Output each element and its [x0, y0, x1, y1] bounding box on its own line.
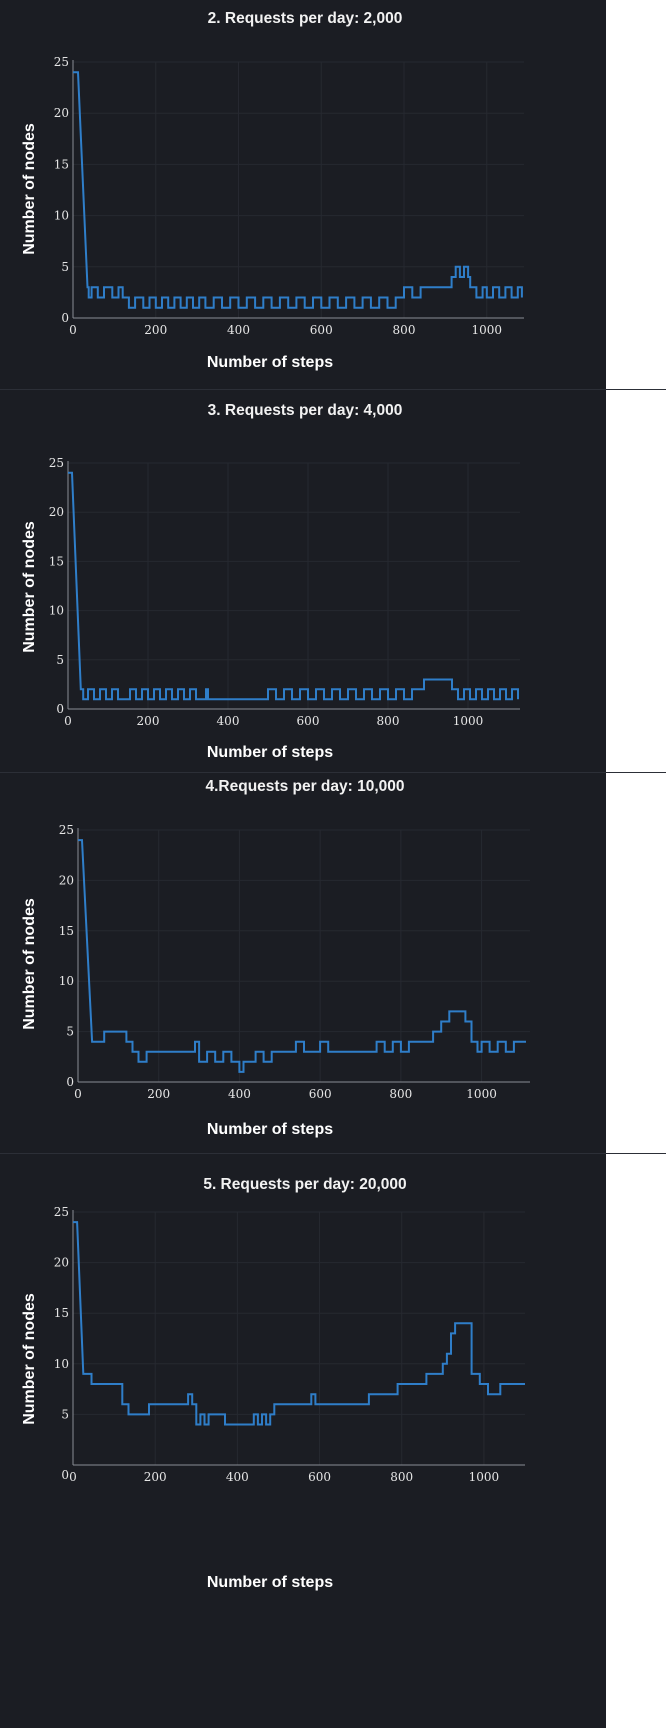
x-tick-label: 600 — [308, 1470, 331, 1484]
x-tick-label: 200 — [147, 1087, 170, 1101]
x-tick-label: 400 — [217, 714, 240, 728]
y-tick-label: 0 — [61, 1468, 69, 1482]
y-tick-label: 15 — [59, 924, 74, 938]
y-tick-label: 10 — [54, 1357, 69, 1371]
y-tick-label: 20 — [59, 873, 74, 887]
x-tick-label: 600 — [309, 1087, 332, 1101]
panel-divider — [0, 389, 666, 390]
y-tick-label: 20 — [54, 1256, 69, 1270]
series-line — [73, 71, 523, 309]
panel-divider — [0, 1153, 666, 1154]
x-tick-label: 800 — [377, 714, 400, 728]
x-axis-label: Number of steps — [206, 744, 334, 761]
y-tick-label: 25 — [49, 456, 64, 470]
chart-title: 5. Requests per day: 20,000 — [203, 1176, 407, 1193]
x-tick-label: 1000 — [469, 1470, 500, 1484]
chart-title: 3. Requests per day: 4,000 — [207, 402, 403, 419]
page-margin — [606, 0, 666, 1728]
series-line — [78, 839, 526, 1073]
y-tick-label: 15 — [49, 554, 64, 568]
x-tick-label: 200 — [144, 323, 167, 337]
panel-divider — [0, 772, 666, 773]
x-tick-label: 0 — [69, 323, 77, 337]
y-tick-label: 0 — [61, 311, 69, 325]
x-tick-label: 400 — [226, 1470, 249, 1484]
y-tick-label: 10 — [59, 974, 74, 988]
y-tick-label: 5 — [56, 653, 64, 667]
x-tick-label: 600 — [297, 714, 320, 728]
x-tick-label: 800 — [389, 1087, 412, 1101]
chart-title: 4.Requests per day: 10,000 — [205, 778, 405, 795]
x-tick-label: 0 — [69, 1470, 77, 1484]
line-chart-3: 0 200 400 600 800 1000 0 5 10 15 20 25 — [59, 823, 530, 1101]
line-chart-2: 0 200 400 600 800 1000 0 5 10 15 20 25 — [49, 456, 520, 728]
y-tick-label: 5 — [61, 260, 69, 274]
x-axis-label: Number of steps — [206, 1574, 334, 1591]
x-tick-label: 200 — [144, 1470, 167, 1484]
x-tick-label: 600 — [310, 323, 333, 337]
y-tick-label: 15 — [54, 1306, 69, 1320]
line-chart-1: 0 200 400 600 800 1000 0 5 10 15 20 25 — [54, 55, 524, 337]
x-tick-label: 0 — [74, 1087, 82, 1101]
y-tick-label: 10 — [49, 604, 64, 618]
x-tick-label: 1000 — [471, 323, 502, 337]
y-tick-label: 15 — [54, 157, 69, 171]
y-tick-label: 10 — [54, 209, 69, 223]
y-tick-label: 0 — [66, 1075, 74, 1089]
y-tick-label: 20 — [54, 106, 69, 120]
y-tick-label: 25 — [54, 55, 69, 69]
x-tick-label: 200 — [137, 714, 160, 728]
x-tick-label: 1000 — [453, 714, 484, 728]
chart-title: 2. Requests per day: 2,000 — [207, 10, 403, 27]
x-tick-label: 1000 — [466, 1087, 497, 1101]
x-tick-label: 400 — [227, 323, 250, 337]
y-tick-label: 25 — [59, 823, 74, 837]
line-chart-4: 0 200 400 600 800 1000 0 5 10 15 20 25 — [54, 1205, 525, 1484]
y-tick-label: 25 — [54, 1205, 69, 1219]
series-line — [68, 471, 519, 701]
x-tick-label: 400 — [228, 1087, 251, 1101]
y-tick-label: 0 — [56, 702, 64, 716]
x-tick-label: 800 — [390, 1470, 413, 1484]
series-line — [73, 1221, 525, 1426]
y-tick-label: 20 — [49, 505, 64, 519]
x-tick-label: 800 — [393, 323, 416, 337]
x-axis-label: Number of steps — [206, 1121, 334, 1138]
x-tick-label: 0 — [64, 714, 72, 728]
y-tick-label: 5 — [66, 1025, 74, 1039]
y-tick-label: 5 — [61, 1407, 69, 1421]
x-axis-label: Number of steps — [206, 354, 334, 371]
